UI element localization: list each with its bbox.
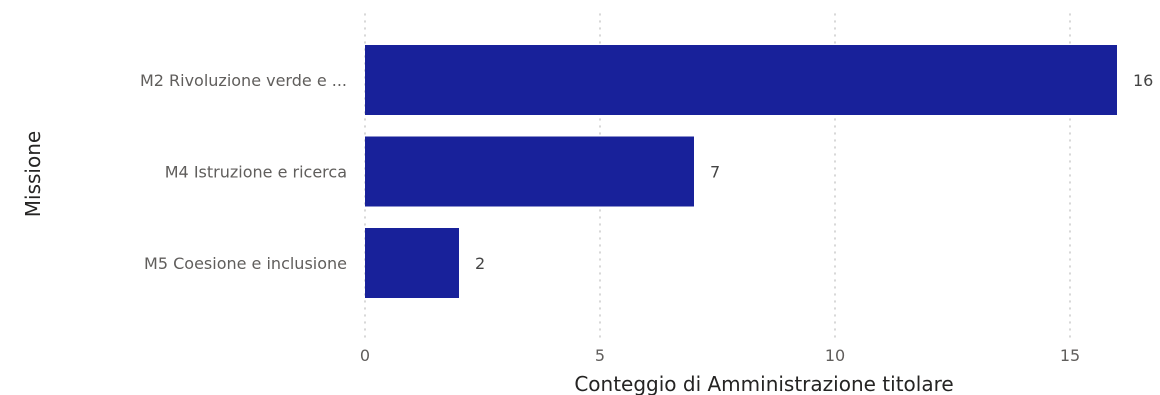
- data-label: 7: [710, 163, 720, 182]
- category-label: M4 Istruzione e ricerca: [165, 163, 347, 182]
- bar[interactable]: [365, 45, 1117, 115]
- x-axis-ticks: 0 5 10 15: [360, 346, 1080, 365]
- category-label: M2 Rivoluzione verde e ...: [140, 71, 347, 90]
- data-label: 16: [1133, 71, 1153, 90]
- bar[interactable]: [365, 136, 694, 207]
- category-labels: M2 Rivoluzione verde e ... M4 Istruzione …: [140, 71, 347, 273]
- x-tick-label: 10: [825, 346, 845, 365]
- data-label: 2: [475, 254, 485, 273]
- bars: [365, 45, 1117, 298]
- x-axis-title: Conteggio di Amministrazione titolare: [574, 372, 953, 395]
- x-tick-label: 0: [360, 346, 370, 365]
- category-label: M5 Coesione e inclusione: [144, 254, 347, 273]
- x-tick-label: 5: [595, 346, 605, 365]
- bar[interactable]: [365, 228, 459, 298]
- y-axis-title: Missione: [21, 131, 45, 217]
- x-tick-label: 15: [1060, 346, 1080, 365]
